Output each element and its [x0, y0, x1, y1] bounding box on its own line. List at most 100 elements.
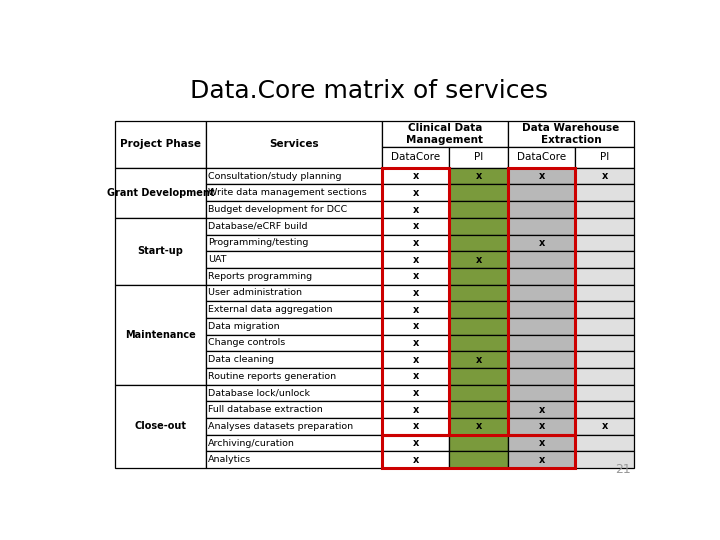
Bar: [206, 185, 382, 201]
Bar: [508, 121, 634, 147]
Bar: [115, 218, 206, 285]
Text: Budget development for DCC: Budget development for DCC: [208, 205, 348, 214]
Text: Clinical Data
Management: Clinical Data Management: [407, 123, 483, 145]
Text: x: x: [413, 188, 419, 198]
Bar: [508, 185, 575, 201]
Bar: [508, 401, 575, 418]
Bar: [382, 318, 449, 335]
Text: x: x: [539, 455, 545, 465]
Bar: [575, 218, 634, 234]
Text: Maintenance: Maintenance: [125, 329, 196, 340]
Bar: [382, 251, 449, 268]
Text: DataCore: DataCore: [517, 152, 566, 162]
Bar: [115, 384, 206, 468]
Bar: [382, 384, 449, 401]
Bar: [575, 335, 634, 352]
Text: Data Warehouse
Extraction: Data Warehouse Extraction: [523, 123, 620, 145]
Bar: [206, 285, 382, 301]
Text: User administration: User administration: [208, 288, 302, 298]
Bar: [575, 401, 634, 418]
Bar: [206, 352, 382, 368]
Text: Close-out: Close-out: [135, 421, 186, 431]
Bar: [382, 401, 449, 418]
Bar: [115, 168, 206, 218]
Bar: [449, 318, 508, 335]
Bar: [575, 234, 634, 251]
Text: Data cleaning: Data cleaning: [208, 355, 274, 364]
Bar: [206, 318, 382, 335]
Text: x: x: [413, 238, 419, 248]
Text: x: x: [413, 288, 419, 298]
Text: x: x: [413, 321, 419, 332]
Bar: [449, 201, 508, 218]
Bar: [382, 301, 449, 318]
Text: x: x: [475, 254, 482, 265]
Text: x: x: [413, 388, 419, 398]
Bar: [508, 168, 575, 185]
Bar: [206, 121, 382, 168]
Bar: [449, 301, 508, 318]
Bar: [508, 268, 575, 285]
Text: Change controls: Change controls: [208, 339, 285, 348]
Bar: [382, 268, 449, 285]
Bar: [382, 185, 449, 201]
Bar: [206, 384, 382, 401]
Bar: [206, 451, 382, 468]
Text: x: x: [413, 455, 419, 465]
Bar: [575, 201, 634, 218]
Bar: [575, 451, 634, 468]
Bar: [575, 147, 634, 168]
Bar: [508, 335, 575, 352]
Text: x: x: [413, 405, 419, 415]
Text: Programming/testing: Programming/testing: [208, 238, 309, 247]
Bar: [206, 234, 382, 251]
Text: x: x: [413, 205, 419, 214]
Text: x: x: [413, 171, 419, 181]
Bar: [575, 251, 634, 268]
Text: Database lock/unlock: Database lock/unlock: [208, 389, 310, 397]
Bar: [575, 185, 634, 201]
Bar: [449, 352, 508, 368]
Bar: [508, 251, 575, 268]
Bar: [508, 168, 575, 435]
Text: x: x: [539, 171, 545, 181]
Text: x: x: [413, 338, 419, 348]
Bar: [206, 201, 382, 218]
Bar: [449, 401, 508, 418]
Bar: [382, 418, 449, 435]
Bar: [449, 335, 508, 352]
Bar: [382, 121, 508, 147]
Bar: [449, 218, 508, 234]
Bar: [382, 234, 449, 251]
Bar: [206, 251, 382, 268]
Text: x: x: [413, 221, 419, 231]
Text: Start-up: Start-up: [138, 246, 184, 256]
Bar: [115, 121, 206, 168]
Bar: [206, 268, 382, 285]
Bar: [382, 147, 449, 168]
Bar: [206, 335, 382, 352]
Bar: [382, 168, 449, 435]
Text: x: x: [413, 421, 419, 431]
Bar: [206, 218, 382, 234]
Text: x: x: [413, 372, 419, 381]
Bar: [382, 352, 449, 368]
Bar: [508, 301, 575, 318]
Bar: [449, 268, 508, 285]
Bar: [206, 401, 382, 418]
Bar: [508, 418, 575, 435]
Bar: [206, 368, 382, 384]
Bar: [508, 147, 575, 168]
Bar: [382, 218, 449, 234]
Bar: [115, 285, 206, 384]
Text: Analyses datasets preparation: Analyses datasets preparation: [208, 422, 354, 431]
Bar: [382, 435, 449, 451]
Text: x: x: [539, 438, 545, 448]
Bar: [449, 368, 508, 384]
Text: x: x: [602, 421, 608, 431]
Text: x: x: [413, 438, 419, 448]
Text: External data aggregation: External data aggregation: [208, 305, 333, 314]
Bar: [575, 384, 634, 401]
Text: x: x: [413, 305, 419, 315]
Text: Analytics: Analytics: [208, 455, 251, 464]
